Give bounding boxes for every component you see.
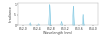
X-axis label: Wavelength (nm): Wavelength (nm)	[43, 31, 73, 35]
Y-axis label: Irradiance: Irradiance	[9, 5, 13, 23]
